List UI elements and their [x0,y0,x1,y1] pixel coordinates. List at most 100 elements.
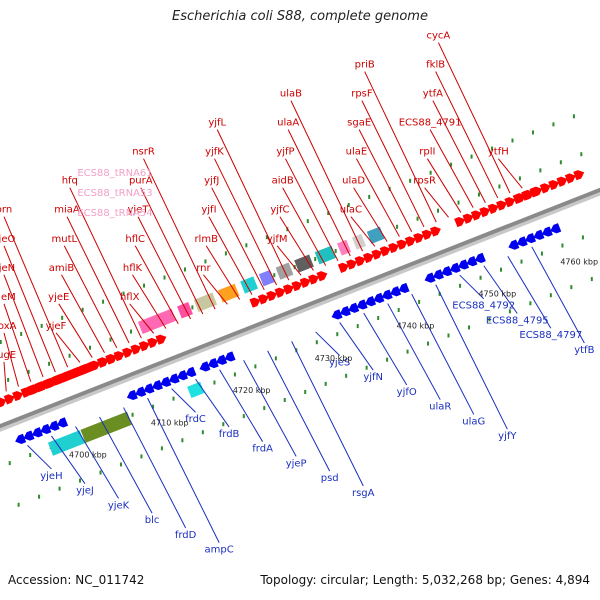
forward-gene-arrow-60[interactable] [454,215,467,228]
forward-gene-label-ecs88-4791[interactable]: ECS88_4791 [399,118,462,129]
forward-gene-arrow-45[interactable] [299,276,313,288]
reverse-gene-arrow-8[interactable] [142,383,155,395]
forward-gene-label-ulac[interactable]: ulaC [340,205,362,216]
forward-gene-label-ulae[interactable]: ulaE [346,147,368,158]
reverse-gene-arrow-27[interactable] [423,272,436,285]
forward-gene-arrow-33[interactable] [113,349,127,362]
reverse-gene-label-frdd[interactable]: frdD [175,530,197,541]
reverse-gene-arrow-32[interactable] [465,256,478,268]
reverse-gene-arrow-33[interactable] [473,252,486,265]
reverse-gene-arrow-37[interactable] [532,229,545,242]
forward-gene-label-poxa[interactable]: poxA [0,321,17,332]
forward-gene-label-rpsr[interactable]: rpsR [413,176,436,187]
reverse-gene-arrow-29[interactable] [440,265,453,278]
forward-gene-label-ytfh[interactable]: ytfH [488,147,509,158]
forward-gene-label-ulaa[interactable]: ulaA [277,118,299,129]
reverse-gene-arrow-26[interactable] [397,282,410,295]
reverse-gene-arrow-28[interactable] [431,269,444,281]
forward-gene-label-aidb[interactable]: aidB [272,176,294,187]
forward-gene-label-rpsf[interactable]: rpsF [351,89,373,100]
forward-gene-arrow-40[interactable] [257,292,271,305]
forward-gene-arrow-34[interactable] [121,346,135,358]
forward-gene-arrow-14[interactable] [26,384,39,396]
forward-gene-label-hflx[interactable]: hflX [120,292,140,303]
forward-gene-arrow-30[interactable] [88,359,101,372]
forward-gene-arrow-46[interactable] [308,273,321,285]
reverse-gene-arrow-23[interactable] [372,292,385,305]
reverse-gene-label-yjej[interactable]: yjeJ [76,486,94,497]
reverse-gene-arrow-39[interactable] [549,223,562,235]
forward-gene-arrow-52[interactable] [371,248,384,260]
forward-gene-label-nsrr[interactable]: nsrR [132,147,155,158]
forward-gene-arrow-35[interactable] [130,343,143,355]
reverse-gene-label-ecs88-4795[interactable]: ECS88_4795 [486,315,549,326]
gene-block-7[interactable] [294,254,314,273]
reverse-gene-arrow-35[interactable] [515,236,528,248]
forward-gene-arrow-38[interactable] [155,333,168,345]
forward-gene-arrow-37[interactable] [147,336,160,349]
reverse-gene-arrow-1[interactable] [22,430,35,442]
reverse-gene-arrow-2[interactable] [30,427,43,439]
trna-label-ecs88-trna53[interactable]: ECS88_tRNA53 [77,188,152,199]
forward-gene-arrow-76[interactable] [564,172,578,184]
reverse-gene-arrow-15[interactable] [206,357,219,370]
forward-gene-arrow-16[interactable] [42,377,56,390]
forward-gene-arrow-39[interactable] [249,296,262,308]
forward-gene-label-yjfl[interactable]: yjfL [208,118,226,129]
forward-gene-label-yjfm[interactable]: yjfM [267,234,288,245]
forward-gene-label-fklb[interactable]: fklB [426,60,445,71]
reverse-gene-label-ular[interactable]: ulaR [429,402,451,413]
reverse-gene-arrow-20[interactable] [347,302,360,315]
reverse-gene-label-blc[interactable]: blc [145,515,160,526]
forward-gene-label-yjeo[interactable]: yjeO [0,234,15,245]
gene-block-cyan[interactable] [47,430,85,456]
gene-block-olive[interactable] [80,411,133,443]
gene-labels[interactable]: sugE poxA yjeM yjeN yjeO orn yjeF yjeE amiB mutL m… [0,31,595,556]
reverse-gene-arrow-4[interactable] [47,420,60,433]
forward-gene-arrow-47[interactable] [316,269,329,282]
reverse-gene-label-ecs88-4792[interactable]: ECS88_4792 [452,301,515,312]
reverse-gene-label-rsga[interactable]: rsgA [352,488,375,499]
forward-gene-arrow-56[interactable] [404,235,418,247]
forward-gene-arrow-75[interactable] [556,175,569,187]
forward-gene-arrow-22[interactable] [55,372,69,384]
reverse-gene-label-psd[interactable]: psd [321,473,339,484]
forward-gene-arrow-53[interactable] [379,244,393,257]
forward-gene-label-orn[interactable]: orn [0,205,12,216]
forward-gene-label-pura[interactable]: purA [129,176,153,187]
forward-gene-label-yjen[interactable]: yjeN [0,263,15,274]
reverse-gene-label-yjep[interactable]: yjeP [286,458,307,469]
reverse-gene-arrow-30[interactable] [448,262,461,275]
reverse-gene-arrow-13[interactable] [184,366,197,379]
forward-gene-label-ulab[interactable]: ulaB [280,89,302,100]
forward-gene-arrow-48[interactable] [337,261,351,273]
forward-gene-label-ytfa[interactable]: ytfA [423,89,443,100]
reverse-gene-arrow-34[interactable] [507,239,520,252]
forward-gene-label-cyca[interactable]: cycA [427,31,451,42]
reverse-gene-arrow-10[interactable] [159,376,172,389]
reverse-gene-arrow-7[interactable] [134,386,147,399]
forward-gene-arrow-58[interactable] [421,228,435,240]
forward-gene-arrow-71[interactable] [522,188,536,201]
forward-gene-arrow-61[interactable] [462,212,476,224]
reverse-gene-label-yjfy[interactable]: yjfY [498,431,517,442]
forward-gene-arrow-70[interactable] [514,191,528,204]
reverse-gene-arrow-11[interactable] [167,373,180,385]
reverse-gene-label-frdc[interactable]: frdC [185,414,206,425]
forward-gene-arrow-57[interactable] [413,231,426,244]
forward-gene-arrow-77[interactable] [573,168,586,181]
forward-gene-arrow-29[interactable] [80,362,93,375]
reverse-gene-label-yjfn[interactable]: yjfN [363,372,383,383]
forward-gene-arrow-4[interactable] [3,392,17,405]
gene-block-1[interactable] [177,302,193,319]
forward-gene-arrow-51[interactable] [362,251,376,264]
forward-gene-label-yjem[interactable]: yjeM [0,292,16,303]
trna-label-ecs88-trna54[interactable]: ECS88_tRNA54 [77,208,152,219]
forward-gene-arrow-32[interactable] [105,353,118,365]
reverse-gene-label-frda[interactable]: frdA [252,444,273,455]
reverse-gene-arrow-36[interactable] [523,232,537,245]
forward-gene-arrow-41[interactable] [266,289,279,302]
reverse-gene-label-yjfo[interactable]: yjfO [397,387,417,398]
forward-gene-arrow-72[interactable] [531,185,544,197]
